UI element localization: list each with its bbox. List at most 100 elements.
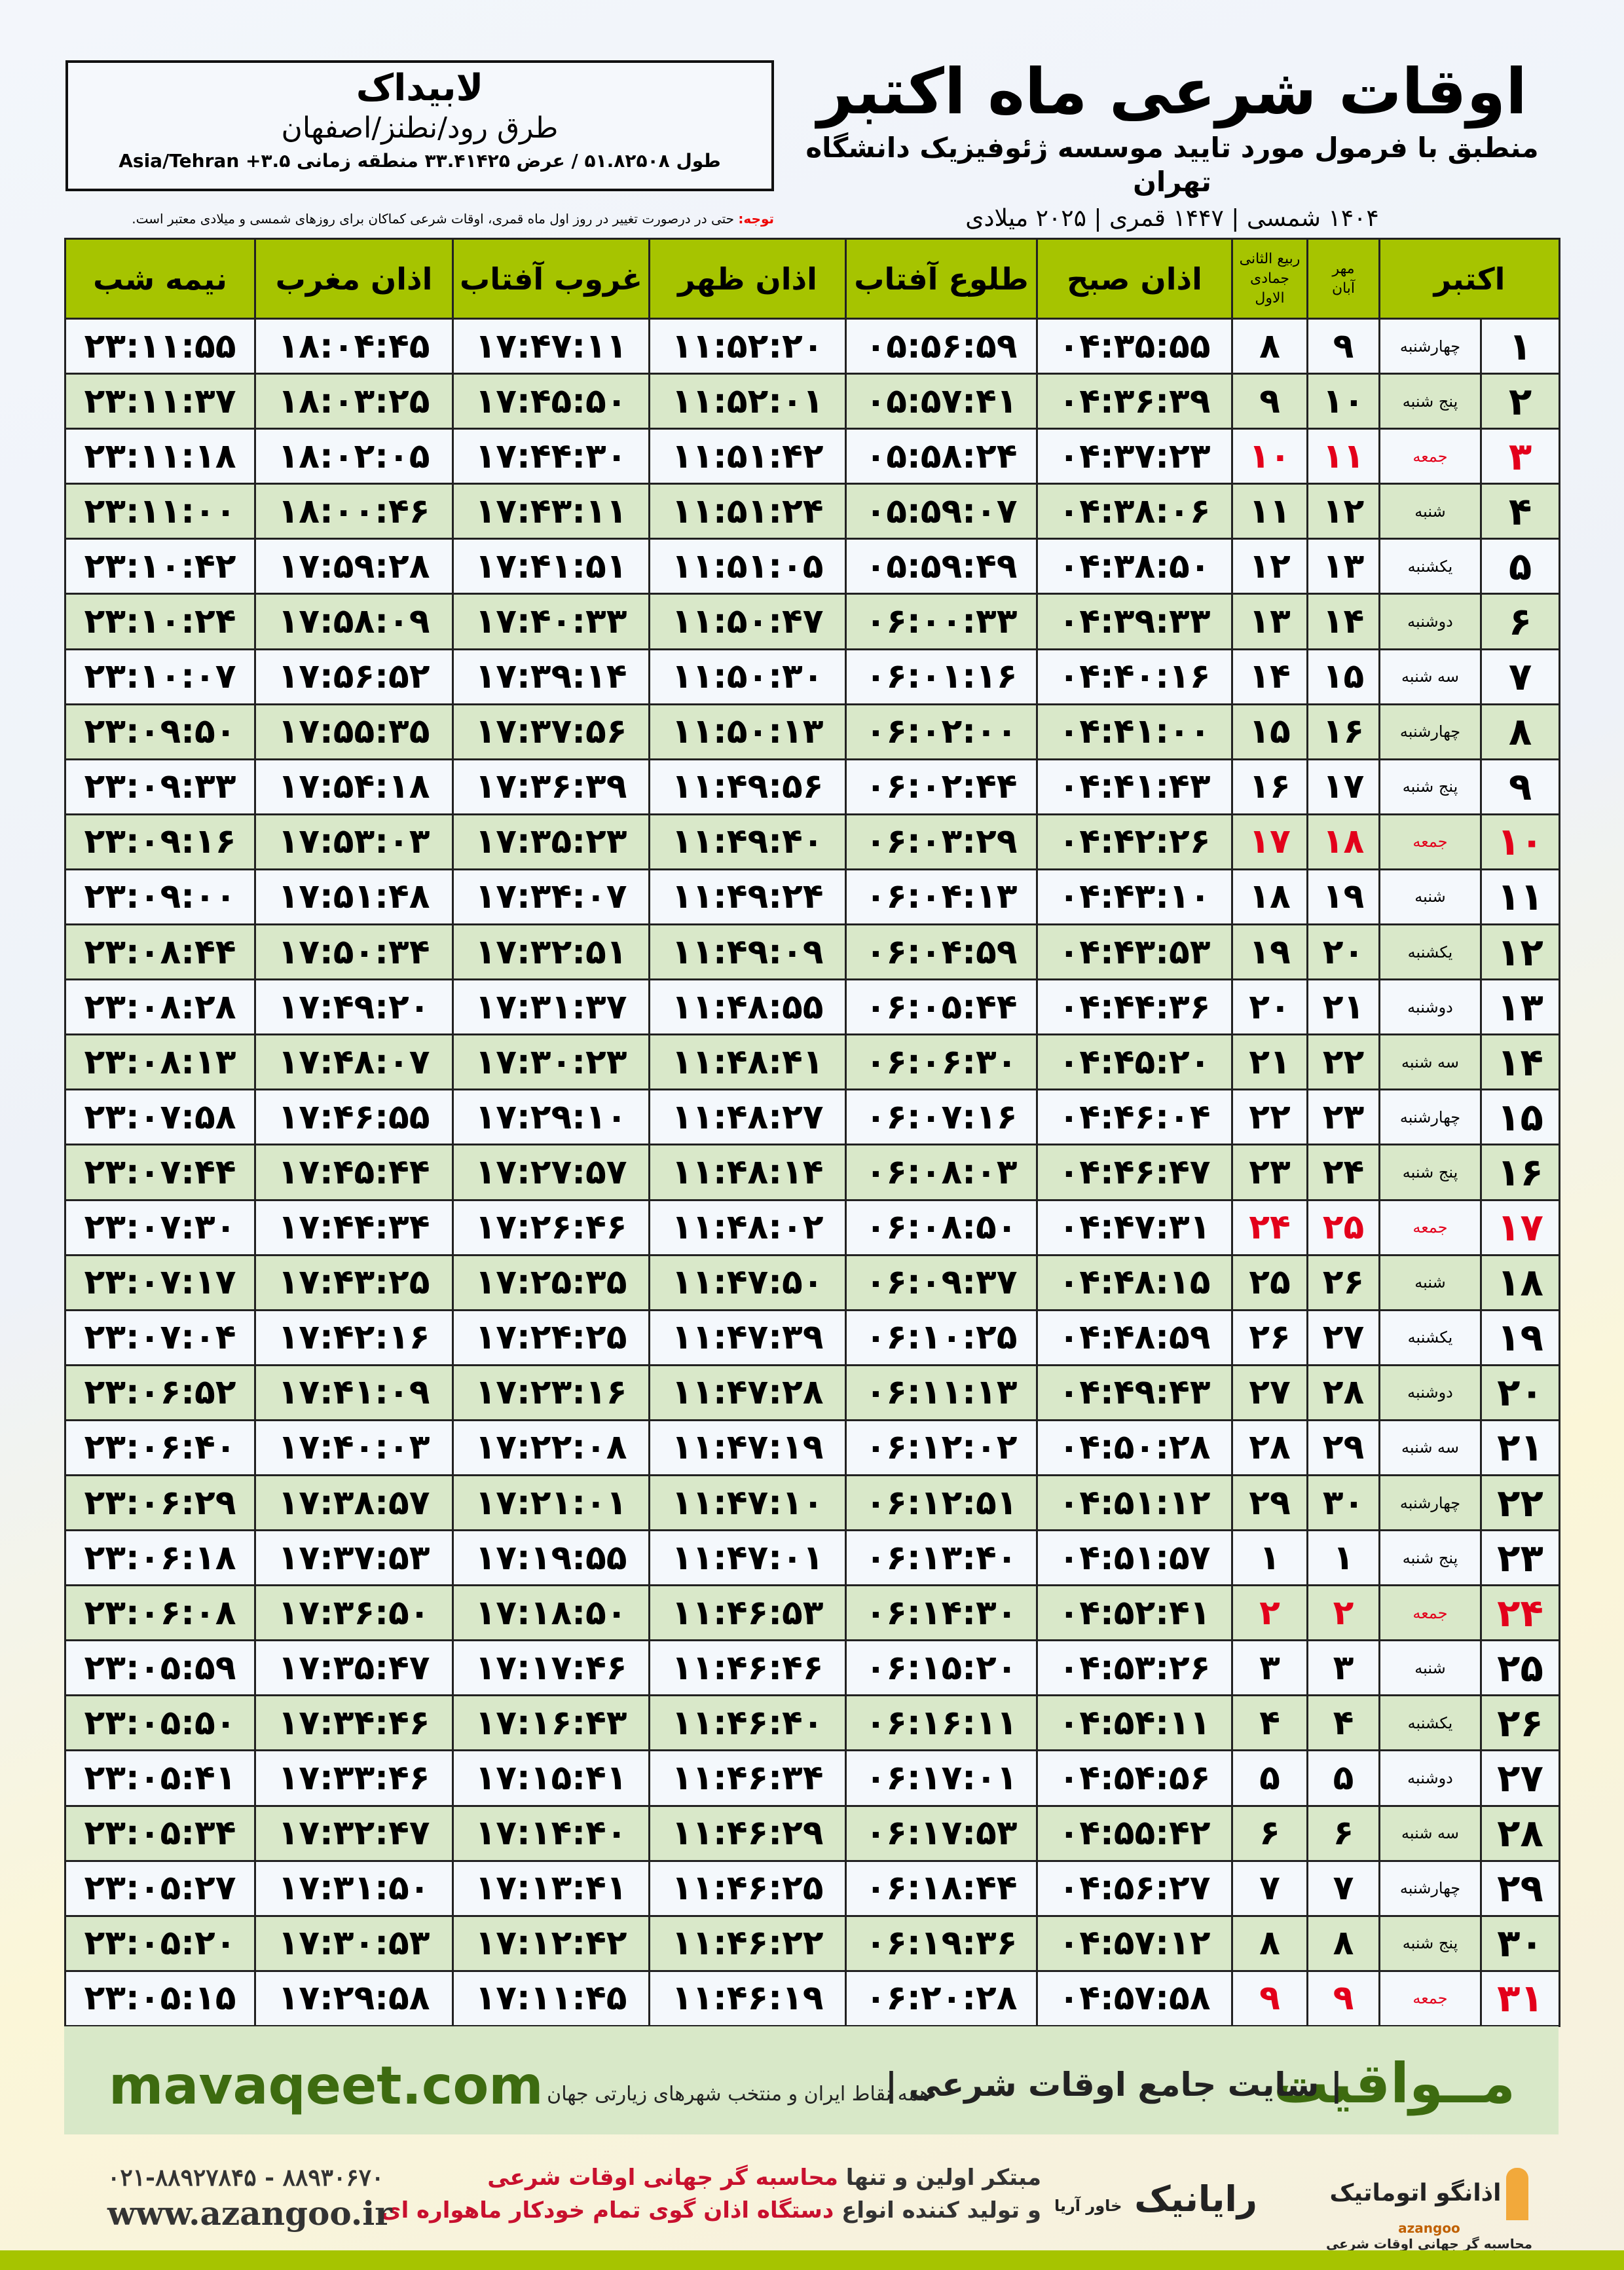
cell-day: ۶ xyxy=(1480,593,1561,650)
cell-midnight: ۲۳:۰۵:۱۵ xyxy=(64,1969,256,2027)
cell-midnight: ۲۳:۱۱:۵۵ xyxy=(64,317,256,375)
cell-sunrise: ۰۶:۱۱:۱۳ xyxy=(845,1364,1038,1421)
cell-midnight: ۲۳:۰۶:۱۸ xyxy=(64,1529,256,1587)
cell-sunrise: ۰۶:۰۸:۰۳ xyxy=(845,1144,1038,1201)
cell-sunset: ۱۷:۴۷:۱۱ xyxy=(452,317,650,375)
cell-shamsi: ۱۶ xyxy=(1306,703,1380,760)
cell-maghrib: ۱۷:۴۸:۰۷ xyxy=(254,1033,454,1091)
cell-day: ۲۹ xyxy=(1480,1859,1561,1917)
ad-line1-a: مبتکر اولین و تنها xyxy=(838,2165,1041,2191)
cell-dhuhr: ۱۱:۴۸:۴۱ xyxy=(648,1033,847,1091)
table-row: ۱۰ جمعه ۱۸ ۱۷ ۰۴:۴۲:۲۶ ۰۶:۰۳:۲۹ ۱۱:۴۹:۴۰ ۱۷:۳۵:… xyxy=(64,813,1561,870)
cell-shamsi: ۱۲ xyxy=(1306,483,1380,540)
cell-weekday: جمعه xyxy=(1378,1584,1483,1642)
cell-shamsi: ۱۷ xyxy=(1306,758,1380,815)
rayanik-logo-text: رایانیک xyxy=(1134,2178,1257,2220)
cell-maghrib: ۱۷:۵۴:۱۸ xyxy=(254,758,454,815)
cell-weekday: شنبه xyxy=(1378,483,1483,540)
cell-fajr: ۰۴:۵۱:۵۷ xyxy=(1036,1529,1233,1587)
cell-maghrib: ۱۸:۰۲:۰۵ xyxy=(254,428,454,485)
cell-sunrise: ۰۵:۵۹:۴۹ xyxy=(845,538,1038,595)
cell-dhuhr: ۱۱:۴۷:۱۰ xyxy=(648,1474,847,1532)
cell-fajr: ۰۴:۳۷:۲۳ xyxy=(1036,428,1233,485)
cell-sunset: ۱۷:۴۰:۳۳ xyxy=(452,593,650,650)
cell-shamsi: ۹ xyxy=(1306,1969,1380,2027)
cell-maghrib: ۱۷:۴۵:۴۴ xyxy=(254,1144,454,1201)
cell-weekday: دوشنبه xyxy=(1378,1749,1483,1807)
cell-fajr: ۰۴:۴۳:۵۳ xyxy=(1036,923,1233,981)
cell-midnight: ۲۳:۰۷:۴۴ xyxy=(64,1144,256,1201)
cell-sunset: ۱۷:۳۲:۵۱ xyxy=(452,923,650,981)
cell-maghrib: ۱۷:۵۳:۰۳ xyxy=(254,813,454,870)
cell-fajr: ۰۴:۴۴:۳۶ xyxy=(1036,978,1233,1036)
cell-dhuhr: ۱۱:۴۶:۴۶ xyxy=(648,1639,847,1697)
cell-fajr: ۰۴:۵۷:۵۸ xyxy=(1036,1969,1233,2027)
cell-qamari: ۲۷ xyxy=(1231,1364,1308,1421)
header-fajr: اذان صبح xyxy=(1036,238,1233,320)
banner-slogan-sub: همه نقاط ایران و منتخب شهرهای زیارتی جها… xyxy=(547,2083,930,2106)
table-row: ۳۰ پنج شنبه ۸ ۸ ۰۴:۵۷:۱۲ ۰۶:۱۹:۳۶ ۱۱:۴۶:۲۲ ۱۷:۱… xyxy=(64,1914,1561,1972)
cell-fajr: ۰۴:۳۹:۳۳ xyxy=(1036,593,1233,650)
cell-qamari: ۹ xyxy=(1231,373,1308,430)
table-row: ۱ چهارشنبه ۹ ۸ ۰۴:۳۵:۵۵ ۰۵:۵۶:۵۹ ۱۱:۵۲:۲۰ ۱۷:۴۷… xyxy=(64,317,1561,375)
cell-dhuhr: ۱۱:۴۶:۲۵ xyxy=(648,1859,847,1917)
cell-shamsi: ۱ xyxy=(1306,1529,1380,1587)
cell-shamsi: ۳ xyxy=(1306,1639,1380,1697)
cell-maghrib: ۱۷:۴۱:۰۹ xyxy=(254,1364,454,1421)
cell-sunrise: ۰۶:۰۶:۳۰ xyxy=(845,1033,1038,1091)
cell-maghrib: ۱۷:۵۹:۲۸ xyxy=(254,538,454,595)
cell-fajr: ۰۴:۵۷:۱۲ xyxy=(1036,1914,1233,1972)
prayer-times-table: اکتبر مهر آبان ربیع الثانی جمادی الاول اذا… xyxy=(64,238,1561,2027)
cell-weekday: سه شنبه xyxy=(1378,648,1483,705)
cell-sunset: ۱۷:۴۵:۵۰ xyxy=(452,373,650,430)
cell-maghrib: ۱۷:۵۰:۳۴ xyxy=(254,923,454,981)
cell-qamari: ۵ xyxy=(1231,1749,1308,1807)
cell-shamsi: ۶ xyxy=(1306,1804,1380,1862)
cell-weekday: شنبه xyxy=(1378,868,1483,926)
cell-sunrise: ۰۶:۰۵:۴۴ xyxy=(845,978,1038,1036)
ad-line1-b: محاسبه گر جهانی اوقات شرعی xyxy=(487,2165,838,2191)
table-row: ۲۱ سه شنبه ۲۹ ۲۸ ۰۴:۵۰:۲۸ ۰۶:۱۲:۰۲ ۱۱:۴۷:۱۹ ۱۷:… xyxy=(64,1419,1561,1476)
cell-sunrise: ۰۵:۵۷:۴۱ xyxy=(845,373,1038,430)
cell-fajr: ۰۴:۳۵:۵۵ xyxy=(1036,317,1233,375)
cell-qamari: ۲۸ xyxy=(1231,1419,1308,1476)
cell-maghrib: ۱۷:۴۴:۳۴ xyxy=(254,1199,454,1256)
cell-qamari: ۱۵ xyxy=(1231,703,1308,760)
header-sunset: غروب آفتاب xyxy=(452,238,650,320)
cell-qamari: ۲۵ xyxy=(1231,1254,1308,1311)
location-box: لابیداک طرق رود/نطنز/اصفهان طول ۵۱.۸۲۵۰۸… xyxy=(65,60,774,191)
cell-shamsi: ۲۹ xyxy=(1306,1419,1380,1476)
ad-line2-a: و تولید کننده انواع xyxy=(834,2197,1041,2223)
cell-sunrise: ۰۵:۵۹:۰۷ xyxy=(845,483,1038,540)
cell-qamari: ۴ xyxy=(1231,1694,1308,1752)
cell-shamsi: ۲۳ xyxy=(1306,1088,1380,1146)
cell-fajr: ۰۴:۳۶:۳۹ xyxy=(1036,373,1233,430)
cell-maghrib: ۱۷:۴۳:۲۵ xyxy=(254,1254,454,1311)
cell-weekday: شنبه xyxy=(1378,1639,1483,1697)
cell-fajr: ۰۴:۴۸:۱۵ xyxy=(1036,1254,1233,1311)
table-header: اکتبر مهر آبان ربیع الثانی جمادی الاول اذا… xyxy=(64,238,1561,320)
cell-midnight: ۲۳:۱۰:۴۲ xyxy=(64,538,256,595)
cell-midnight: ۲۳:۰۹:۰۰ xyxy=(64,868,256,926)
cell-fajr: ۰۴:۵۴:۵۶ xyxy=(1036,1749,1233,1807)
rayanik-logo-sub: خاور آریا xyxy=(1054,2197,1122,2215)
cell-dhuhr: ۱۱:۴۸:۰۲ xyxy=(648,1199,847,1256)
page-header: اوقات شرعی ماه اکتبر منطبق با فرمول مورد… xyxy=(779,52,1565,238)
mavaqeet-link[interactable]: mavaqeet.com xyxy=(109,2055,544,2116)
table-row: ۱۷ جمعه ۲۵ ۲۴ ۰۴:۴۷:۳۱ ۰۶:۰۸:۵۰ ۱۱:۴۸:۰۲ ۱۷:۲۶:… xyxy=(64,1199,1561,1256)
azangoo-link[interactable]: www.azangoo.ir xyxy=(107,2194,392,2233)
table-row: ۱۵ چهارشنبه ۲۳ ۲۲ ۰۴:۴۶:۰۴ ۰۶:۰۷:۱۶ ۱۱:۴۸:۲۷ ۱۷… xyxy=(64,1088,1561,1146)
cell-sunrise: ۰۶:۱۵:۲۰ xyxy=(845,1639,1038,1697)
cell-day: ۱۷ xyxy=(1480,1199,1561,1256)
contact-info: ۰۲۱-۸۸۹۲۷۸۴۵ - ۸۸۹۳۰۶۷۰ www.azangoo.ir xyxy=(107,2161,392,2233)
header-qamari-bottom: جمادی الاول xyxy=(1249,270,1290,307)
cell-day: ۴ xyxy=(1480,483,1561,540)
cell-fajr: ۰۴:۵۵:۴۲ xyxy=(1036,1804,1233,1862)
cell-fajr: ۰۴:۵۴:۱۱ xyxy=(1036,1694,1233,1752)
cell-midnight: ۲۳:۱۱:۰۰ xyxy=(64,483,256,540)
cell-shamsi: ۱۹ xyxy=(1306,868,1380,926)
cell-shamsi: ۲۸ xyxy=(1306,1364,1380,1421)
cell-weekday: پنج شنبه xyxy=(1378,1144,1483,1201)
header-month: اکتبر xyxy=(1378,238,1561,320)
cell-qamari: ۱۹ xyxy=(1231,923,1308,981)
